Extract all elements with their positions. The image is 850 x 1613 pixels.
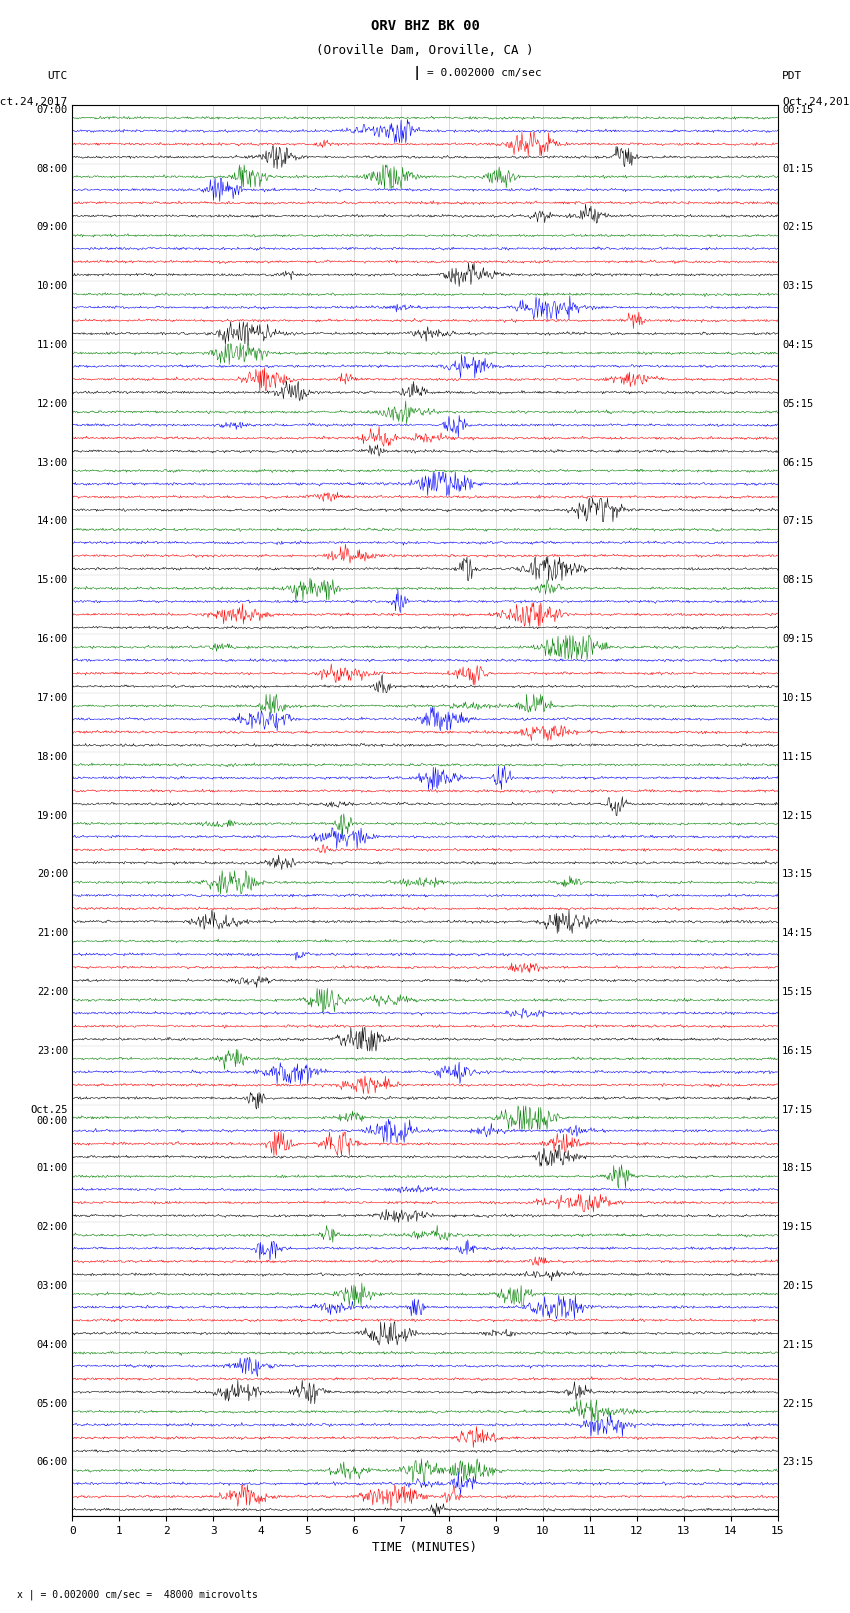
Text: 09:00: 09:00	[37, 223, 68, 232]
Text: 17:00: 17:00	[37, 694, 68, 703]
Text: PDT: PDT	[782, 71, 802, 81]
Text: 04:15: 04:15	[782, 340, 813, 350]
Text: 06:15: 06:15	[782, 458, 813, 468]
Text: 02:15: 02:15	[782, 223, 813, 232]
Text: 18:15: 18:15	[782, 1163, 813, 1173]
Text: 14:00: 14:00	[37, 516, 68, 526]
Text: 03:15: 03:15	[782, 281, 813, 292]
Text: 13:00: 13:00	[37, 458, 68, 468]
Text: 10:00: 10:00	[37, 281, 68, 292]
Text: 13:15: 13:15	[782, 869, 813, 879]
Text: 16:15: 16:15	[782, 1045, 813, 1057]
Text: 18:00: 18:00	[37, 752, 68, 761]
Text: 20:00: 20:00	[37, 869, 68, 879]
Text: 15:15: 15:15	[782, 987, 813, 997]
Text: ORV BHZ BK 00: ORV BHZ BK 00	[371, 19, 479, 34]
Text: 16:00: 16:00	[37, 634, 68, 644]
Text: (Oroville Dam, Oroville, CA ): (Oroville Dam, Oroville, CA )	[316, 44, 534, 56]
Text: 10:15: 10:15	[782, 694, 813, 703]
Text: 15:00: 15:00	[37, 576, 68, 586]
Text: 19:00: 19:00	[37, 811, 68, 821]
Text: 21:00: 21:00	[37, 927, 68, 939]
Text: 22:15: 22:15	[782, 1398, 813, 1408]
Text: 19:15: 19:15	[782, 1223, 813, 1232]
Text: 23:15: 23:15	[782, 1458, 813, 1468]
Text: Oct.25
00:00: Oct.25 00:00	[31, 1105, 68, 1126]
Text: 08:00: 08:00	[37, 163, 68, 174]
Text: 07:00: 07:00	[37, 105, 68, 115]
Text: = 0.002000 cm/sec: = 0.002000 cm/sec	[427, 68, 541, 77]
Text: 02:00: 02:00	[37, 1223, 68, 1232]
Text: 12:15: 12:15	[782, 811, 813, 821]
Text: 09:15: 09:15	[782, 634, 813, 644]
Text: 06:00: 06:00	[37, 1458, 68, 1468]
Text: 21:15: 21:15	[782, 1340, 813, 1350]
Text: x | = 0.002000 cm/sec =  48000 microvolts: x | = 0.002000 cm/sec = 48000 microvolts	[17, 1589, 258, 1600]
Text: 17:15: 17:15	[782, 1105, 813, 1115]
Text: Oct.24,2017: Oct.24,2017	[0, 97, 68, 106]
Text: 03:00: 03:00	[37, 1281, 68, 1290]
Text: 12:00: 12:00	[37, 398, 68, 408]
Text: 01:15: 01:15	[782, 163, 813, 174]
Text: 23:00: 23:00	[37, 1045, 68, 1057]
Text: 04:00: 04:00	[37, 1340, 68, 1350]
Text: 20:15: 20:15	[782, 1281, 813, 1290]
X-axis label: TIME (MINUTES): TIME (MINUTES)	[372, 1542, 478, 1555]
Text: 07:15: 07:15	[782, 516, 813, 526]
Text: 01:00: 01:00	[37, 1163, 68, 1173]
Text: 22:00: 22:00	[37, 987, 68, 997]
Text: UTC: UTC	[48, 71, 68, 81]
Text: 11:00: 11:00	[37, 340, 68, 350]
Text: |: |	[412, 66, 421, 79]
Text: 11:15: 11:15	[782, 752, 813, 761]
Text: 00:15: 00:15	[782, 105, 813, 115]
Text: 05:15: 05:15	[782, 398, 813, 408]
Text: Oct.24,2017: Oct.24,2017	[782, 97, 850, 106]
Text: 14:15: 14:15	[782, 927, 813, 939]
Text: 05:00: 05:00	[37, 1398, 68, 1408]
Text: 08:15: 08:15	[782, 576, 813, 586]
